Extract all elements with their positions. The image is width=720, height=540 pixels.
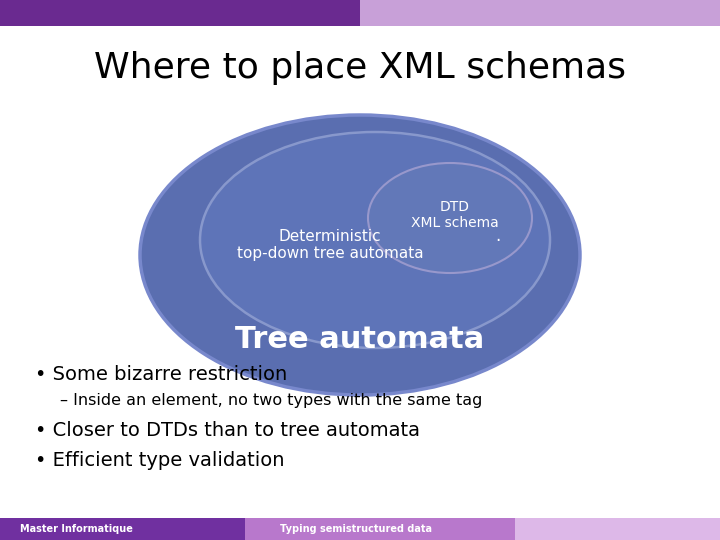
Ellipse shape	[200, 132, 550, 348]
Text: Master Informatique: Master Informatique	[20, 524, 133, 534]
Text: Deterministic
top-down tree automata: Deterministic top-down tree automata	[237, 229, 423, 261]
Bar	[515, 518, 720, 540]
Text: DTD
XML schema: DTD XML schema	[411, 200, 499, 230]
Text: – Inside an element, no two types with the same tag: – Inside an element, no two types with t…	[60, 393, 482, 408]
Bar	[0, 0, 360, 26]
Text: Tree automata: Tree automata	[235, 326, 485, 354]
Text: Typing semistructured data: Typing semistructured data	[280, 524, 432, 534]
Text: • Efficient type validation: • Efficient type validation	[35, 450, 284, 469]
Text: • Closer to DTDs than to tree automata: • Closer to DTDs than to tree automata	[35, 421, 420, 440]
Ellipse shape	[368, 163, 532, 273]
Text: Where to place XML schemas: Where to place XML schemas	[94, 51, 626, 85]
Bar	[245, 518, 515, 540]
Bar	[0, 518, 245, 540]
Ellipse shape	[140, 115, 580, 395]
Bar	[360, 0, 720, 26]
Text: .: .	[495, 227, 500, 245]
Text: • Some bizarre restriction: • Some bizarre restriction	[35, 366, 287, 384]
